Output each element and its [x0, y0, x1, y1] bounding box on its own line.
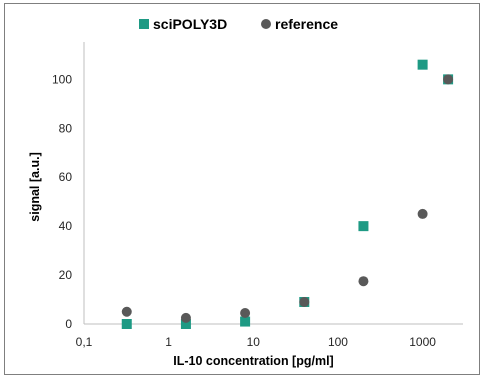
point-reference: [358, 276, 369, 287]
y-axis-ticks: 0 20 40 60 80 100: [52, 72, 72, 331]
chart-frame: sciPOLY3D reference 0 20 40 60 80 100 0,1 1 10 1…: [4, 3, 480, 375]
y-tick-label: 80: [59, 121, 73, 135]
y-tick-label: 20: [59, 268, 73, 282]
y-tick-label: 0: [65, 317, 72, 331]
point-scipoly3d: [121, 319, 132, 329]
point-scipoly3d: [417, 59, 428, 70]
legend-label-scipoly3d: sciPOLY3D: [153, 16, 227, 32]
point-reference: [299, 296, 310, 307]
y-tick-label: 100: [52, 72, 72, 86]
point-scipoly3d: [240, 316, 251, 327]
point-reference: [180, 312, 191, 323]
y-tick-label: 40: [59, 219, 73, 233]
legend-swatch-reference: [261, 19, 271, 29]
x-tick-label: 1000: [409, 335, 436, 349]
point-scipoly3d: [180, 319, 191, 329]
x-tick-label: 0,1: [76, 335, 93, 349]
legend-swatch-scipoly3d: [139, 19, 149, 29]
data-points: [121, 59, 454, 329]
point-reference: [121, 306, 132, 317]
x-tick-label: 10: [247, 335, 261, 349]
point-reference: [240, 307, 251, 318]
legend-label-reference: reference: [275, 16, 338, 32]
y-tick-label: 60: [59, 170, 73, 184]
point-reference: [417, 208, 428, 219]
y-axis-title: signal [a.u.]: [28, 152, 42, 221]
point-scipoly3d: [358, 221, 369, 232]
scatter-plot: sciPOLY3D reference 0 20 40 60 80 100 0,1 1 10 1…: [28, 16, 463, 368]
x-axis-ticks: 0,1 1 10 100 1000: [76, 335, 437, 349]
x-tick-label: 100: [328, 335, 348, 349]
legend: sciPOLY3D reference: [139, 16, 338, 32]
x-tick-label: 1: [165, 335, 172, 349]
point-reference: [443, 74, 454, 85]
x-axis-title: IL-10 concentration [pg/ml]: [173, 354, 333, 368]
